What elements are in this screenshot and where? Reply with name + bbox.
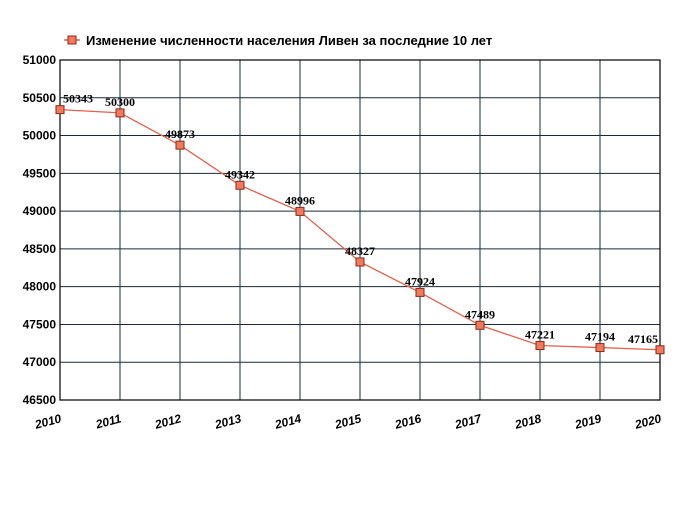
y-axis-ticks: 46500 47000 47500 48000 48500 49000 49500 50000… [23,53,57,407]
data-point-2010 [55,105,65,115]
x-tick-label-2018: 2018 [512,411,543,432]
x-tick-label-2019: 2019 [572,411,603,432]
data-point-2015 [355,257,365,267]
data-point-2012 [175,140,185,150]
y-tick-label-49000: 49000 [23,204,57,218]
y-tick-label-49500: 49500 [23,166,57,180]
y-tick-label-48500: 48500 [23,242,57,256]
data-label-2018: 47221 [525,328,555,342]
data-point-2011 [115,108,125,118]
population-series [55,105,665,355]
data-point-2019 [595,343,605,353]
data-label-2015: 48327 [345,244,375,258]
y-tick-label-50000: 50000 [23,129,57,143]
y-tick-label-50500: 50500 [23,91,57,105]
data-point-2014 [295,206,305,216]
x-tick-label-2010: 2010 [32,411,63,432]
x-tick-label-2016: 2016 [392,411,423,432]
grid [59,59,661,401]
legend-marker-swatch [67,35,77,45]
plot-frame [59,59,661,401]
data-point-2020 [655,345,665,355]
data-labels: 50343 50300 49873 49342 48996 48327 47924 47489… [63,92,658,346]
y-tick-label-47500: 47500 [23,317,57,331]
x-tick-label-2014: 2014 [272,411,303,432]
y-tick-label-46500: 46500 [23,393,57,407]
data-label-2019: 47194 [585,330,615,344]
data-label-2014: 48996 [285,193,315,207]
legend-label: Изменение численности населения Ливен за… [86,33,492,48]
x-tick-label-2017: 2017 [452,411,484,432]
x-tick-label-2012: 2012 [152,411,183,432]
data-point-2016 [415,287,425,297]
data-point-2017 [475,320,485,330]
y-tick-label-47000: 47000 [23,355,57,369]
data-point-2018 [535,341,545,351]
data-label-2011: 50300 [105,95,135,109]
data-label-2017: 47489 [465,307,495,321]
data-label-2010: 50343 [63,92,93,106]
x-tick-label-2013: 2013 [212,411,243,432]
data-label-2020: 47165 [628,332,658,346]
data-label-2013: 49342 [225,167,255,181]
x-tick-label-2020: 2020 [632,411,663,432]
x-axis-ticks: 2010 2011 2012 2013 2014 2015 2016 2017 2018 2019… [32,411,663,432]
data-point-2013 [235,180,245,190]
x-tick-label-2015: 2015 [332,411,363,432]
data-label-2012: 49873 [165,127,195,141]
y-tick-label-48000: 48000 [23,280,57,294]
legend: Изменение численности населения Ливен за… [64,33,492,48]
x-tick-label-2011: 2011 [93,411,123,432]
data-label-2016: 47924 [405,274,435,288]
y-tick-label-51000: 51000 [23,53,57,67]
